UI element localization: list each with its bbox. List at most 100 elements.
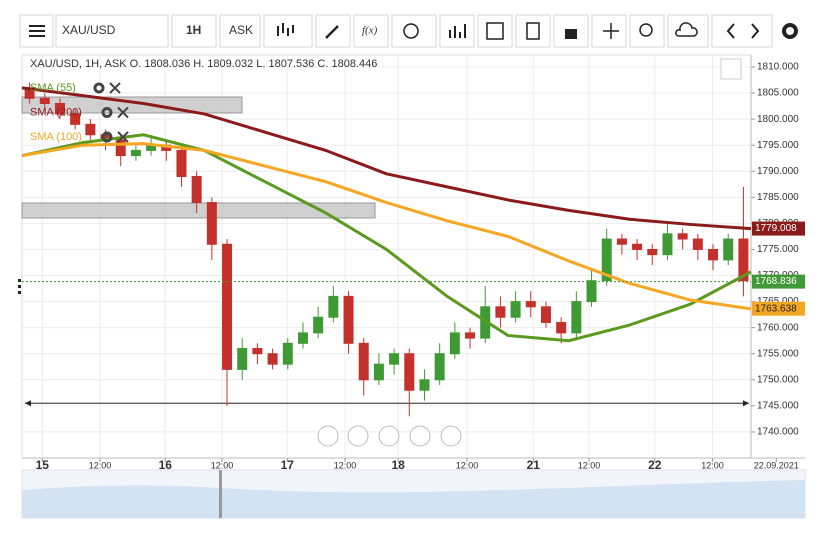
- zoom-icon: [639, 23, 653, 37]
- lock-icon: [565, 29, 577, 39]
- settings-icon[interactable]: [101, 107, 113, 118]
- info-button[interactable]: [391, 14, 437, 48]
- y-tick-label: 1755.000: [757, 348, 799, 359]
- candle-body: [176, 149, 187, 177]
- candle-body: [85, 123, 96, 136]
- price-tag-label: 1779.008: [755, 223, 797, 234]
- info-icon: [403, 23, 419, 39]
- y-tick-label: 1740.000: [757, 427, 799, 438]
- nav-right[interactable]: [440, 425, 462, 447]
- settings-icon[interactable]: [93, 82, 105, 94]
- candle-body: [39, 97, 50, 104]
- menu-icon: [29, 25, 45, 37]
- remove-icon: [117, 131, 129, 143]
- y-tick-label: 1750.000: [757, 374, 799, 385]
- candle-body: [115, 139, 126, 157]
- candle-body: [297, 332, 308, 344]
- x-tick-label: 15: [36, 458, 50, 472]
- interval-button[interactable]: [171, 14, 217, 48]
- candle-body: [313, 316, 324, 334]
- candle-body: [389, 353, 400, 365]
- candle-body: [237, 348, 248, 370]
- y-tick-label: 1790.000: [757, 166, 799, 177]
- y-tick-label: 1800.000: [757, 114, 799, 125]
- navigator-area: [22, 480, 805, 518]
- candle-body: [723, 238, 734, 261]
- rectangle-drawing[interactable]: [21, 96, 243, 114]
- price-tag: [752, 274, 805, 289]
- cloud-button[interactable]: [667, 14, 709, 48]
- candle-body: [328, 295, 339, 318]
- legend: SMA (55) SMA (200) SMA (100): [30, 82, 129, 143]
- zoom-out[interactable]: [347, 425, 369, 447]
- y-tick-label: 1745.000: [757, 401, 799, 412]
- x-tick-label: 22: [648, 458, 662, 472]
- sma-line: [21, 133, 752, 343]
- cloud-icon: [675, 22, 698, 37]
- candle-body: [738, 238, 749, 282]
- price-tag: [752, 221, 805, 236]
- candle-body: [662, 233, 673, 256]
- indicator-button[interactable]: [439, 14, 475, 48]
- drag-handle[interactable]: [18, 279, 21, 294]
- candle-body: [267, 353, 278, 365]
- x-tick-label: 12:00: [89, 460, 112, 470]
- lock-button[interactable]: [553, 14, 589, 48]
- nav-left[interactable]: [317, 425, 339, 447]
- report-button[interactable]: [515, 14, 551, 48]
- x-tick-label: 12:00: [578, 460, 601, 470]
- candle-body: [632, 243, 643, 250]
- x-tick-label: 18: [391, 458, 405, 472]
- candle-body: [252, 348, 263, 355]
- indicator-icon: [449, 24, 466, 38]
- candle-body: [540, 306, 551, 323]
- x-tick-label: 12:00: [701, 460, 724, 470]
- x-tick-label: 21: [527, 458, 541, 472]
- candle-body: [343, 295, 354, 344]
- marks: [21, 82, 752, 417]
- zoom-button[interactable]: [629, 14, 665, 48]
- ohlc-header: XAU/USD, 1H, ASK O. 1808.036 H. 1809.032…: [30, 58, 377, 70]
- symbol-box[interactable]: [55, 14, 169, 48]
- x-tick-label: 12:00: [334, 460, 357, 470]
- candle-body: [358, 342, 369, 381]
- settings-icon[interactable]: [782, 23, 798, 39]
- legend-entry: SMA (55): [30, 82, 76, 94]
- candle-body: [692, 238, 703, 250]
- sma-line: [21, 86, 752, 231]
- y-tick-label: 1795.000: [757, 140, 799, 151]
- nav-buttons[interactable]: [711, 14, 773, 48]
- draw-icon: [325, 25, 339, 39]
- candle-body: [556, 321, 567, 334]
- popout-button[interactable]: [720, 58, 742, 80]
- price-tag-label: 1763.638: [755, 303, 797, 314]
- x-tick-label: 12:00: [456, 460, 479, 470]
- x-tick-label: 12:00: [211, 460, 234, 470]
- candle-body: [191, 175, 202, 204]
- candle-body: [404, 353, 415, 391]
- candle-body: [70, 113, 81, 125]
- chart-nav: [317, 425, 462, 447]
- reset[interactable]: [378, 425, 400, 447]
- candle-body: [206, 202, 217, 245]
- price-tag: [752, 301, 805, 316]
- function-button[interactable]: [353, 14, 389, 48]
- candle-body: [510, 301, 521, 318]
- settings-icon[interactable]: [101, 131, 113, 143]
- price-type-button[interactable]: [219, 14, 261, 48]
- candle-body: [373, 363, 384, 381]
- x-tick-label: 22.09.2021: [754, 460, 799, 470]
- candle-body: [419, 379, 430, 391]
- price-type: ASK: [229, 23, 253, 37]
- x-tick-label: 17: [281, 458, 295, 472]
- chart-type-icon: [277, 23, 294, 36]
- sma-line: [21, 142, 752, 311]
- drawings: [21, 96, 376, 219]
- navigator-handle[interactable]: [219, 470, 222, 518]
- calendar-button[interactable]: [477, 14, 513, 48]
- candle-body: [525, 301, 536, 308]
- calendar-icon: [486, 22, 504, 40]
- zoom-in[interactable]: [409, 425, 431, 447]
- candle-body: [222, 243, 233, 370]
